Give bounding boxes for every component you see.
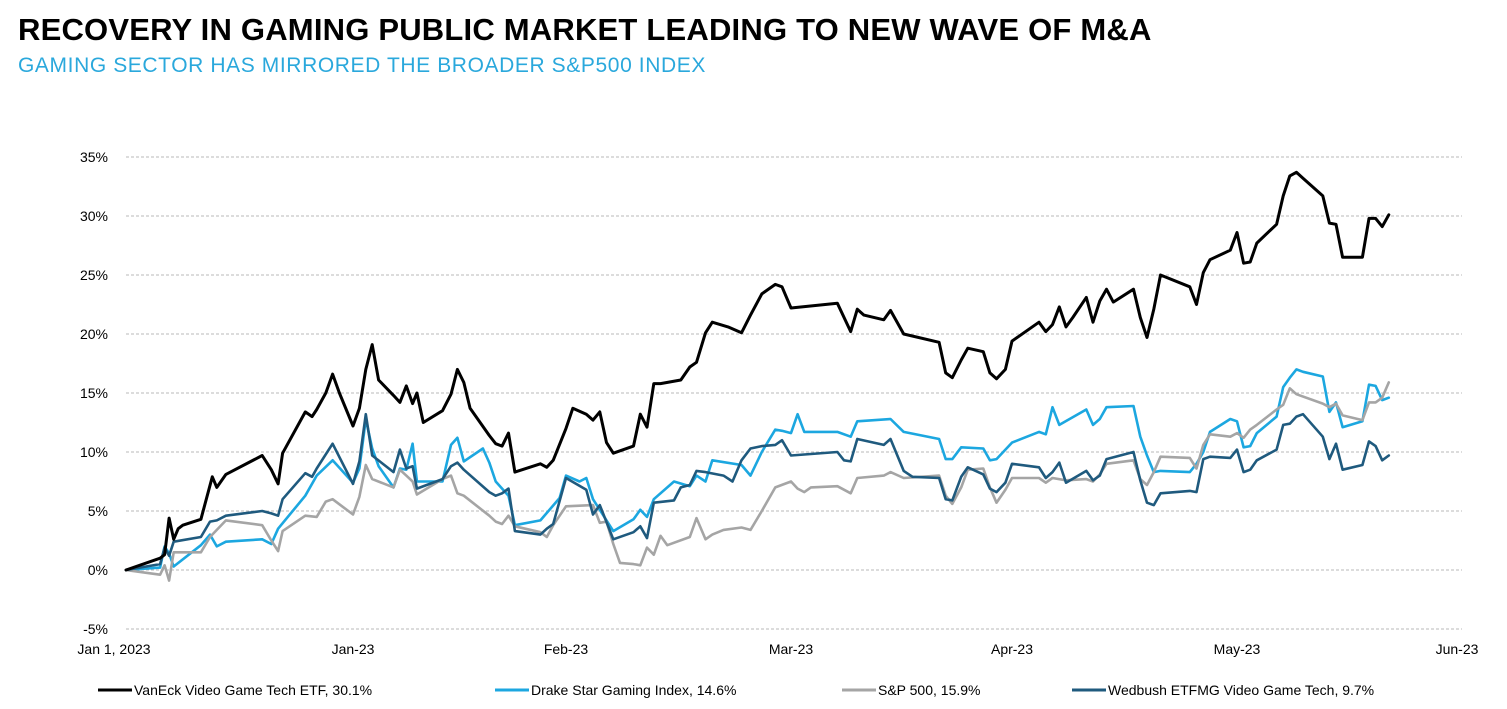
y-tick-label: 20%: [80, 326, 108, 342]
y-tick-label: 5%: [88, 503, 108, 519]
y-tick-label: 0%: [88, 562, 108, 578]
y-tick-label: 30%: [80, 208, 108, 224]
series-line: [124, 170, 1391, 572]
chart-subtitle: GAMING SECTOR HAS MIRRORED THE BROADER S…: [18, 54, 706, 77]
series-lines: [124, 170, 1391, 582]
y-tick-label: 25%: [80, 267, 108, 283]
x-tick-label: Jun-23: [1436, 641, 1479, 657]
legend-item: VanEck Video Game Tech ETF, 30.1%: [98, 682, 372, 698]
x-tick-label: Feb-23: [544, 641, 589, 657]
series-line: [124, 412, 1391, 572]
x-tick-label: Apr-23: [991, 641, 1033, 657]
legend-item: Wedbush ETFMG Video Game Tech, 9.7%: [1072, 682, 1374, 698]
legend-item: S&P 500, 15.9%: [842, 682, 980, 698]
y-tick-label: 10%: [80, 444, 108, 460]
x-tick-label: Jan 1, 2023: [77, 641, 150, 657]
legend-label: Drake Star Gaming Index, 14.6%: [531, 682, 736, 698]
x-tick-label: Mar-23: [769, 641, 814, 657]
y-tick-label: 15%: [80, 385, 108, 401]
x-axis: Jan 1, 2023 Jan-23 Feb-23 Mar-23 Apr-23 May-2…: [77, 641, 1478, 657]
legend-item: Drake Star Gaming Index, 14.6%: [495, 682, 736, 698]
x-tick-label: Jan-23: [332, 641, 375, 657]
legend: VanEck Video Game Tech ETF, 30.1% Drake S…: [98, 682, 1374, 698]
y-tick-label: -5%: [83, 621, 108, 637]
legend-label: VanEck Video Game Tech ETF, 30.1%: [134, 682, 372, 698]
x-tick-label: May-23: [1214, 641, 1261, 657]
series-line: [124, 381, 1391, 582]
legend-label: Wedbush ETFMG Video Game Tech, 9.7%: [1108, 682, 1374, 698]
legend-label: S&P 500, 15.9%: [878, 682, 980, 698]
y-tick-label: 35%: [80, 149, 108, 165]
y-axis: -5% 0% 5% 10% 15% 20% 25% 30% 35%: [80, 149, 108, 637]
chart-title: RECOVERY IN GAMING PUBLIC MARKET LEADING…: [18, 12, 1152, 47]
